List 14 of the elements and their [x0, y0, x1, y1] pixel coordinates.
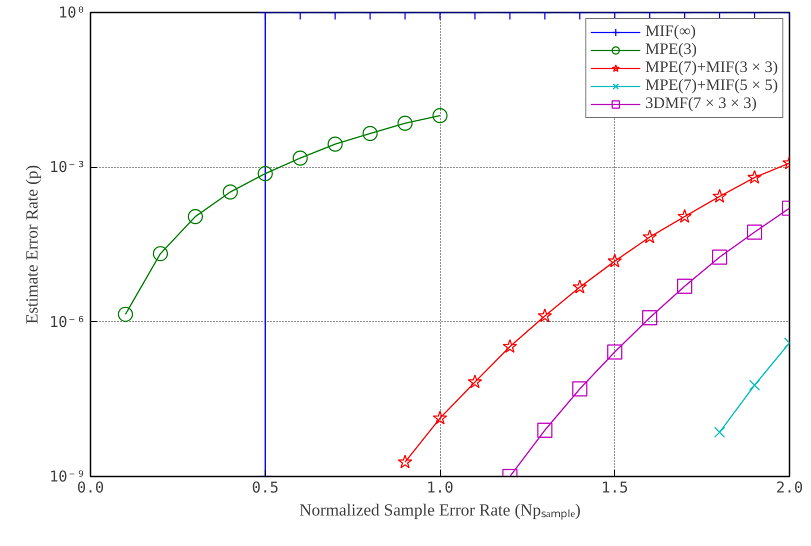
legend-label: MPE(7)+MIF(3 × 3) — [645, 59, 778, 77]
legend-label: MPE(3) — [645, 41, 697, 59]
y-tick-label: 10⁻³ — [49, 158, 86, 176]
x-tick-label: 2.0 — [776, 478, 804, 496]
x-tick-label: 1.5 — [601, 478, 628, 496]
y-axis-title: Estimate Error Rate (p) — [22, 164, 42, 324]
y-tick-label: 10⁰ — [58, 4, 86, 22]
x-axis-title: Normalized Sample Error Rate (Npₛₐₘₚₗₑ) — [299, 500, 581, 520]
x-tick-label: 0.5 — [252, 478, 279, 496]
x-tick-label: 1.0 — [426, 478, 454, 496]
y-tick-label: 10⁻⁶ — [49, 312, 86, 331]
legend-label: 3DMF(7 × 3 × 3) — [645, 95, 757, 113]
legend-label: MPE(7)+MIF(5 × 5) — [645, 77, 778, 95]
legend-label: MIF(∞) — [645, 23, 696, 41]
